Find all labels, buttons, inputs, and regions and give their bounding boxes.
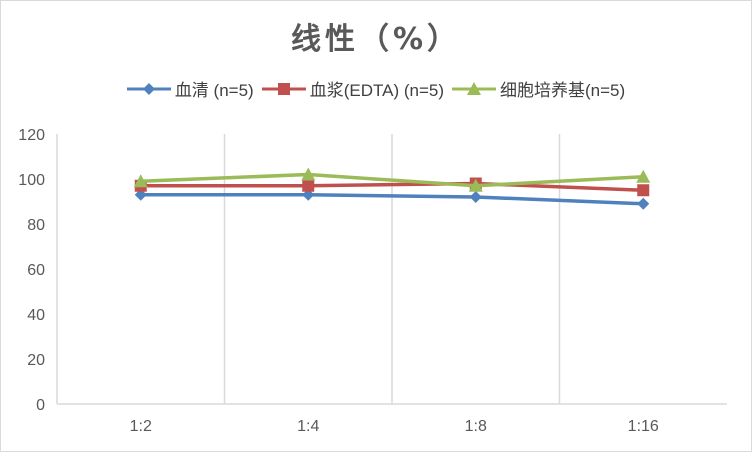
data-point-square [302,179,315,192]
data-point-triangle [468,178,483,192]
y-tick-label: 100 [18,172,45,189]
x-tick-label: 1:8 [465,418,487,435]
chart-title: 线性（%） [290,22,462,57]
legend-label-serum: 血清 (n=5) [174,81,254,100]
legend-marker-triangle [452,81,496,95]
legend-item-plasma: 血浆(EDTA) (n=5) [261,76,444,101]
x-tick-label: 1:2 [130,418,152,435]
series-line-1 [140,193,644,206]
series-line-2 [140,181,644,192]
y-tick-label: 60 [27,262,45,279]
y-tick-label: 120 [18,127,45,144]
data-point-square [637,184,650,197]
y-tick-label: 40 [27,307,45,324]
legend-marker-diamond [126,82,171,95]
data-point-triangle [133,174,148,188]
y-tick-label: 0 [36,397,45,414]
legend: 血清 (n=5) 血浆(EDTA) (n=5) 细胞培养基(n=5) [0,76,752,101]
legend-item-serum: 血清 (n=5) [126,76,254,101]
legend-label-plasma: 血浆(EDTA) (n=5) [309,81,444,100]
legend-label-culture-medium: 细胞培养基(n=5) [500,81,626,100]
data-point-triangle [636,169,651,183]
x-tick-label: 1:4 [297,418,319,435]
legend-marker-square [261,82,306,95]
x-tick-label: 1:16 [628,418,659,435]
data-point-diamond [637,197,650,210]
data-point-diamond [469,191,482,203]
data-point-triangle [301,167,316,181]
y-tick-label: 20 [27,352,45,369]
legend-item-culture-medium: 细胞培养基(n=5) [452,76,625,101]
y-tick-label: 80 [27,217,45,234]
series-line-3 [140,172,644,188]
